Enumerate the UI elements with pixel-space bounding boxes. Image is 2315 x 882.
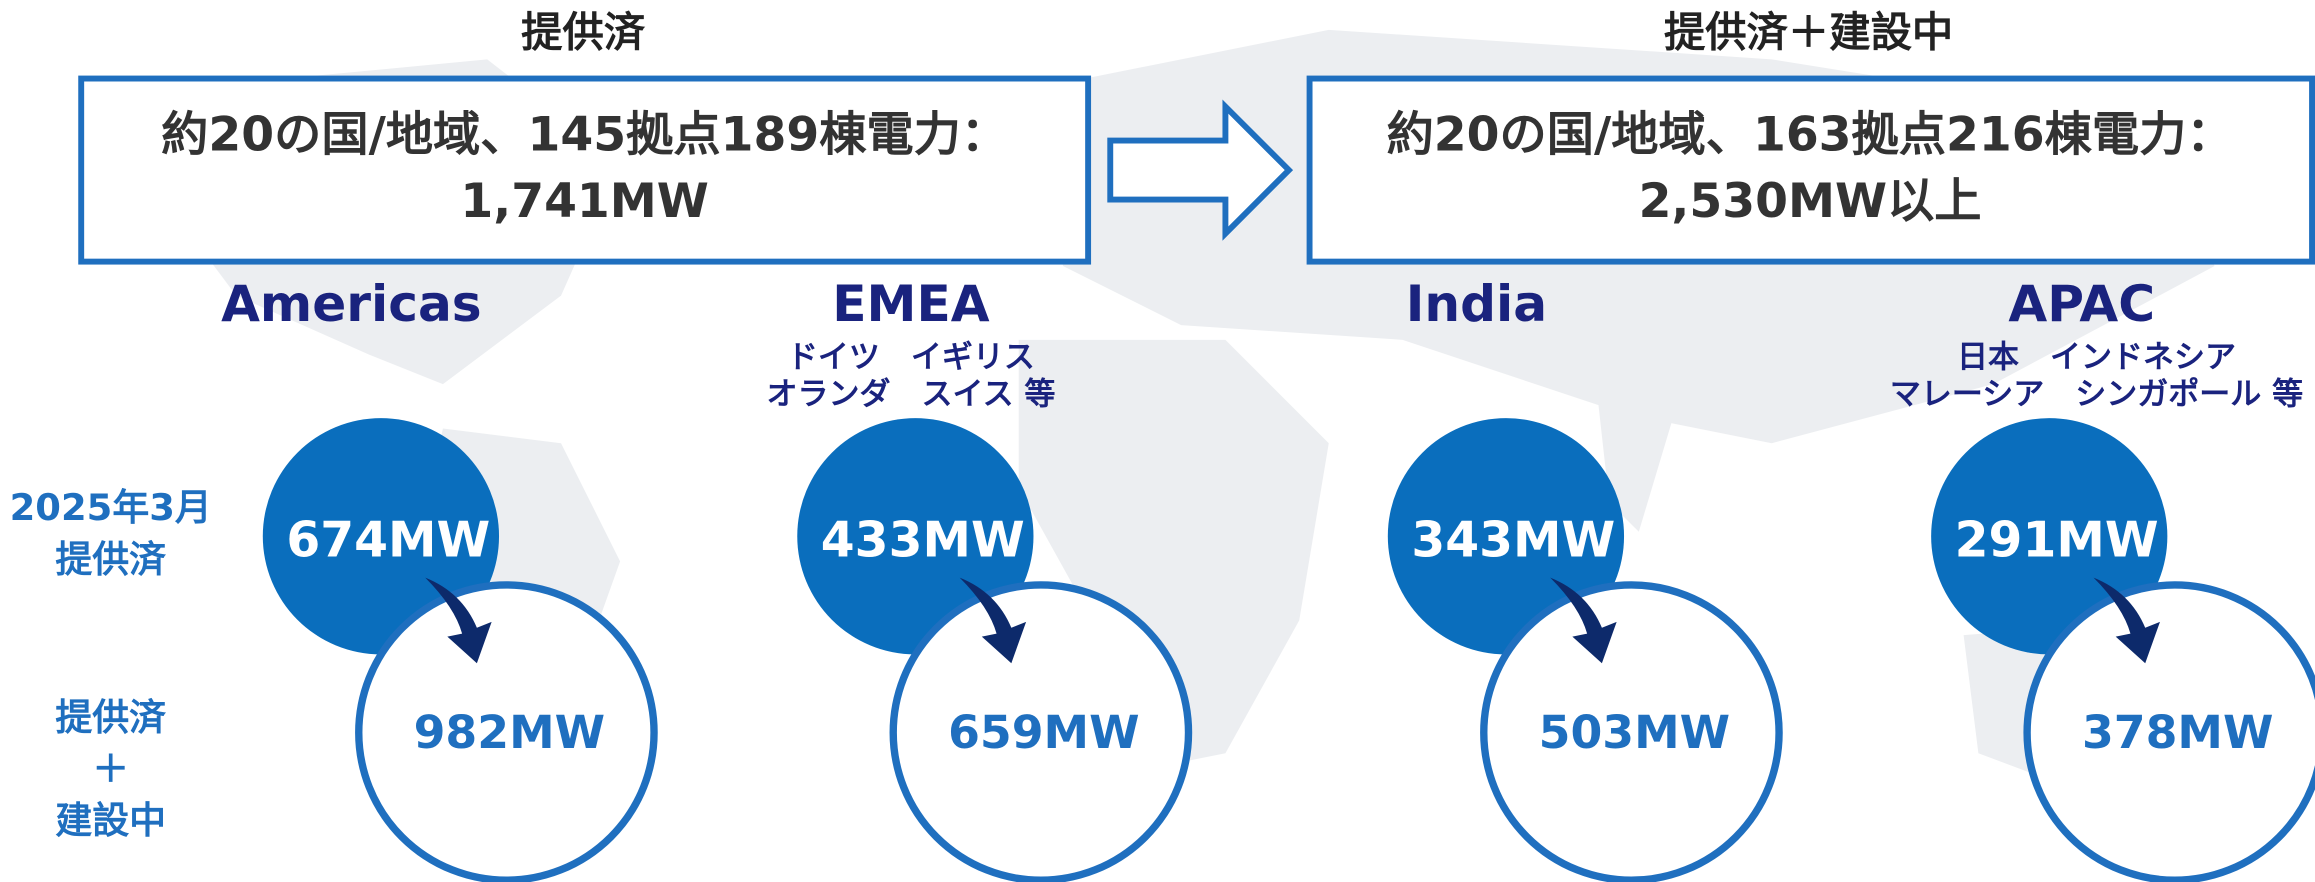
right-line: 2,530MW以上 (1639, 174, 1982, 229)
row-label: ＋ (92, 747, 129, 790)
left-line: 約20の国/地域、145拠点189棟電力： (161, 108, 1008, 163)
transition-arrow (1107, 99, 1294, 241)
delivered-circle (1931, 418, 2168, 655)
row-label: 提供済 (55, 538, 166, 581)
flow-arrow (1550, 577, 1617, 664)
right-box (1306, 75, 2315, 265)
row-label: 提供済 (55, 696, 166, 739)
region-name: APAC (2008, 274, 2155, 333)
left-line: 1,741MW (460, 174, 709, 229)
delivered-circle (1387, 418, 1625, 655)
flow-arrow (959, 577, 1027, 664)
flow-arrow (2093, 577, 2160, 664)
row-labels: 2025年3月 提供済 提供済 ＋ 建設中 (6, 482, 216, 845)
region-name: India (1406, 274, 1547, 333)
left-heading: 提供済 (521, 9, 646, 57)
delivered-circle (262, 418, 500, 655)
right-heading: 提供済＋建設中 (1664, 9, 1953, 57)
region-countries: オランダ スイス 等 (767, 376, 1056, 412)
total-circle (355, 581, 658, 882)
total-value: 503MW (1539, 706, 1731, 759)
region-name: Americas (221, 274, 482, 333)
row-label: 2025年3月 (10, 486, 212, 529)
total-circle (1480, 581, 1783, 882)
total-circle (2023, 581, 2315, 882)
delivered-value: 674MW (286, 513, 490, 569)
region-countries: 日本 インドネシア (1957, 340, 2236, 376)
total-value: 982MW (414, 706, 605, 759)
delivered-value: 433MW (821, 513, 1025, 569)
total-value: 378MW (2082, 706, 2274, 759)
delivered-value: 343MW (1411, 513, 1615, 569)
total-value: 659MW (948, 706, 1139, 759)
delivered-circle (797, 418, 1034, 655)
right-line: 約20の国/地域、163拠点216棟電力： (1387, 108, 2234, 163)
total-circle (889, 581, 1193, 882)
delivered-value: 291MW (1955, 513, 2159, 569)
left-box (78, 75, 1092, 265)
region-countries: マレーシア シンガポール 等 (1890, 376, 2303, 412)
region-countries: ドイツ イギリス (787, 340, 1035, 376)
flow-arrow (425, 577, 492, 664)
row-label: 建設中 (55, 799, 166, 842)
region-name: EMEA (832, 274, 990, 333)
